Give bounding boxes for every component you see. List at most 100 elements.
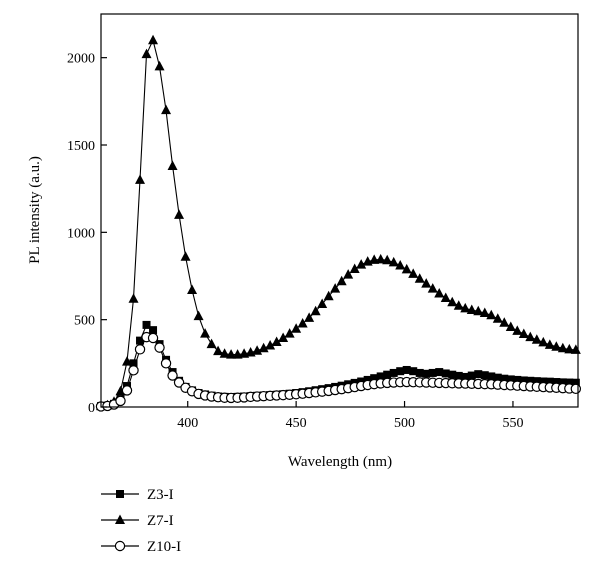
y-tick-label: 2000 (67, 52, 95, 67)
ticks-layer: 400 450 500 550 0 500 1000 1500 2000 (67, 52, 523, 431)
data-point-z7-i (434, 287, 445, 298)
data-point-z7-i (330, 283, 341, 293)
data-point-z7-i (291, 323, 302, 333)
data-point-z7-i (271, 336, 282, 347)
data-point-z7-i (460, 302, 471, 313)
data-point-z7-i (486, 309, 497, 320)
x-axis-title: Wavelength (nm) (288, 454, 392, 470)
data-point-z3-i (149, 326, 158, 335)
data-point-z10-i (154, 342, 165, 353)
data-point-z10-i (115, 395, 126, 407)
legend-label: Z7-I (147, 513, 174, 529)
data-point-z3-i (389, 368, 398, 377)
data-point-z3-i (519, 376, 528, 385)
data-point-z7-i (284, 328, 295, 338)
data-point-z7-i (466, 304, 477, 315)
series-line-z7-i (100, 38, 576, 407)
data-point-z7-i (395, 260, 406, 270)
data-point-z3-i (467, 371, 476, 380)
data-point-z3-i (383, 370, 392, 379)
data-point-z3-i (376, 372, 385, 381)
data-point-z3-i (552, 378, 561, 387)
data-point-z7-i (382, 254, 393, 265)
data-point-z7-i (265, 340, 276, 350)
data-point-z3-i (448, 370, 457, 379)
data-point-z7-i (154, 60, 165, 71)
data-point-z7-i (278, 332, 289, 343)
x-tick-label: 400 (177, 416, 198, 431)
data-point-z3-i (415, 368, 424, 377)
data-point-z7-i (531, 334, 542, 344)
data-point-z3-i (480, 371, 489, 380)
y-tick-label: 1500 (67, 139, 95, 154)
data-point-z7-i (564, 343, 575, 354)
legend-marker-circle (114, 540, 126, 552)
data-point-z7-i (388, 256, 399, 267)
data-point-z7-i (317, 298, 328, 308)
data-point-z7-i (525, 331, 536, 342)
data-point-z7-i (414, 273, 425, 283)
x-tick-label: 450 (286, 416, 307, 431)
data-point-z3-i (370, 374, 379, 383)
data-point-z3-i (526, 376, 535, 385)
data-point-z3-i (474, 370, 483, 379)
data-point-z7-i (122, 356, 133, 366)
x-tick-label: 500 (394, 416, 415, 431)
data-point-z3-i (493, 373, 502, 382)
data-point-z3-i (487, 372, 496, 381)
data-point-z7-i (349, 263, 360, 274)
data-point-z10-i (167, 370, 178, 381)
data-point-z7-i (499, 317, 510, 327)
data-point-z7-i (180, 251, 191, 261)
data-point-z3-i (532, 377, 541, 386)
data-point-z7-i (323, 290, 334, 301)
legend-item-z3-i: Z3-I (101, 487, 174, 503)
data-point-z3-i (396, 367, 405, 376)
data-point-z7-i (226, 349, 237, 359)
y-axis-title: PL intensity (a.u.) (27, 156, 43, 264)
data-point-z3-i (571, 378, 580, 387)
legend-item-z7-i: Z7-I (101, 513, 174, 529)
data-point-z10-i (128, 365, 139, 376)
data-point-z3-i (500, 374, 509, 383)
legend-marker-square (116, 490, 124, 498)
data-point-z7-i (206, 338, 217, 349)
data-point-z7-i (174, 209, 185, 219)
data-point-z7-i (193, 310, 204, 321)
data-point-z10-i (147, 332, 159, 344)
data-point-z10-i (134, 344, 146, 355)
data-point-z3-i (136, 336, 145, 345)
data-point-z7-i (427, 283, 438, 293)
data-point-z10-i (160, 358, 172, 369)
data-point-z7-i (148, 34, 159, 45)
data-point-z3-i (129, 359, 138, 368)
data-point-z7-i (304, 312, 315, 322)
data-point-z7-i (421, 278, 432, 288)
data-point-z7-i (336, 275, 347, 286)
data-point-z7-i (408, 268, 419, 278)
series-z10-i (95, 331, 582, 412)
data-point-z7-i (310, 305, 321, 316)
data-point-z7-i (161, 104, 172, 115)
data-point-z3-i (461, 372, 470, 381)
data-point-z3-i (565, 378, 574, 387)
data-point-z3-i (558, 378, 567, 387)
y-tick-label: 0 (88, 401, 95, 416)
x-tick-label: 550 (502, 416, 523, 431)
data-point-z3-i (513, 375, 522, 384)
data-point-z7-i (200, 328, 211, 338)
data-point-z7-i (401, 263, 412, 274)
series-z7-i (96, 34, 581, 411)
data-point-z7-i (538, 336, 549, 347)
data-point-z3-i (545, 377, 554, 386)
data-point-z7-i (213, 345, 224, 356)
data-point-z7-i (135, 174, 146, 184)
data-point-z7-i (356, 259, 367, 269)
data-point-z3-i (539, 377, 548, 386)
data-point-z3-i (441, 369, 450, 378)
data-point-z7-i (187, 284, 198, 294)
data-point-z7-i (258, 342, 269, 353)
data-point-z3-i (506, 375, 515, 384)
data-point-z7-i (492, 313, 503, 323)
data-point-z7-i (512, 325, 523, 335)
